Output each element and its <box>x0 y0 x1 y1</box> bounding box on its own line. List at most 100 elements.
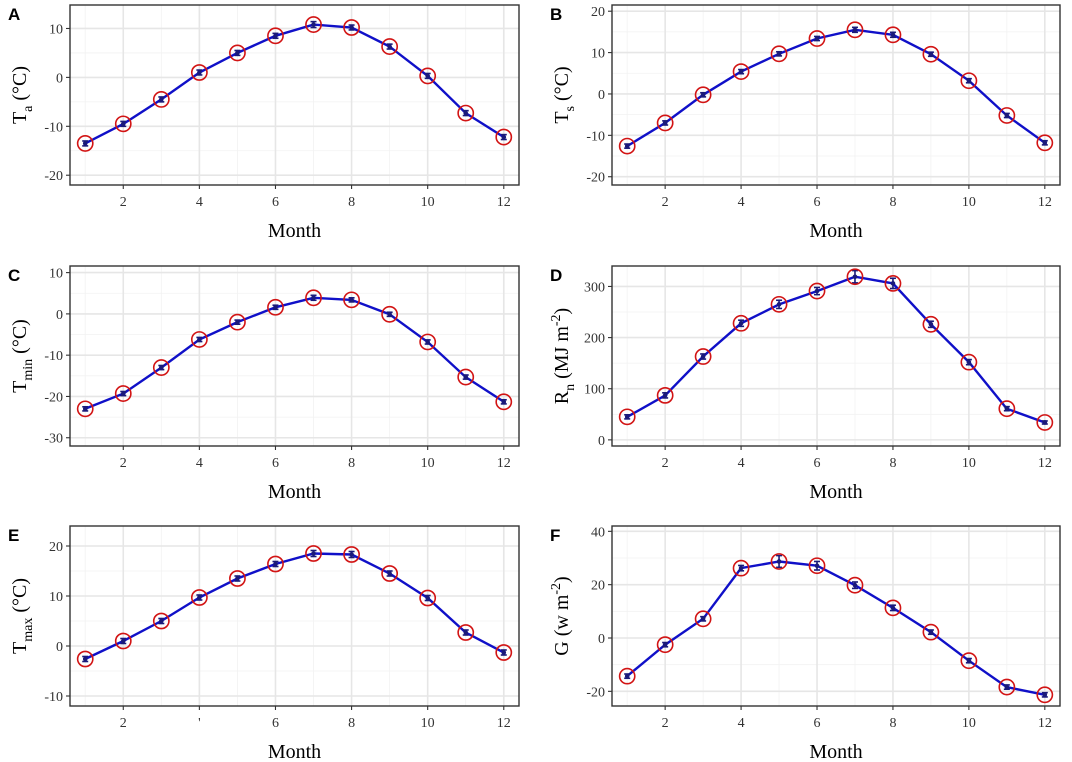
panel-letter: C <box>8 266 20 285</box>
y-axis-title-sup: -2 <box>549 314 564 326</box>
y-tick-label: -10 <box>44 120 63 135</box>
data-point <box>311 22 316 27</box>
y-tick-label: 0 <box>56 71 63 86</box>
data-point-marker <box>305 16 322 33</box>
data-point-marker <box>922 315 940 333</box>
data-point-marker <box>114 385 132 402</box>
data-point-marker <box>618 137 636 155</box>
data-point <box>501 399 507 405</box>
y-tick-label: 20 <box>49 540 63 555</box>
y-axis-title-main: R <box>551 390 573 404</box>
x-tick-label: 4 <box>738 456 745 471</box>
data-point-marker <box>343 19 360 36</box>
data-point <box>662 120 668 126</box>
x-tick-label: 8 <box>889 456 896 471</box>
x-tick-label: 4 <box>196 456 203 471</box>
y-axis-title: Ts (°C) <box>551 66 578 123</box>
chart-panel-a: 2 4 6 8 10 12 -20 -10 0 10 Month Ta (°C) A <box>8 4 520 242</box>
chart-panel-f: 2 4 6 8 10 12 -20 0 20 40 Month G (w m-2) F <box>549 525 1061 762</box>
data-point-marker <box>770 553 788 570</box>
data-point-marker <box>808 282 826 300</box>
data-point <box>349 297 354 303</box>
data-point <box>349 25 354 30</box>
y-axis-title-tail: (°C) <box>9 578 31 618</box>
data-point <box>235 50 240 56</box>
data-point <box>966 359 972 365</box>
x-tick-label: 8 <box>348 456 355 471</box>
y-tick-label: 0 <box>598 632 605 647</box>
y-tick-label: 300 <box>584 280 605 295</box>
data-point-marker <box>495 393 513 411</box>
x-axis-title: Month <box>809 741 862 762</box>
y-axis-title: Tmax (°C) <box>9 578 36 654</box>
data-point <box>776 302 782 307</box>
y-axis-title: Ta (°C) <box>9 66 36 124</box>
data-point-marker <box>618 408 636 426</box>
data-point <box>311 551 316 556</box>
x-axis-title: Month <box>268 741 321 762</box>
x-tick-label: 4 <box>196 195 203 210</box>
data-point <box>814 563 820 569</box>
data-point-marker <box>267 555 284 573</box>
x-tick-label: 10 <box>421 456 435 471</box>
data-point <box>814 288 820 294</box>
x-tick-label: 2 <box>120 456 127 471</box>
y-tick-label: 40 <box>591 525 605 540</box>
data-point <box>890 605 896 611</box>
y-tick-label: -10 <box>44 349 63 364</box>
panel-letter: F <box>550 526 560 545</box>
x-tick-label: 12 <box>497 456 511 471</box>
x-tick-label: 8 <box>348 195 355 210</box>
data-point <box>700 616 706 622</box>
data-point <box>463 630 469 635</box>
x-tick-label: 10 <box>962 195 976 210</box>
panel-letter: A <box>8 5 20 24</box>
data-point <box>120 391 126 396</box>
data-point <box>1004 684 1010 690</box>
data-point-marker <box>343 291 360 309</box>
data-point-marker <box>457 624 475 641</box>
data-point-marker <box>770 295 788 313</box>
data-point <box>1004 406 1010 411</box>
data-point-marker <box>846 576 864 594</box>
data-point <box>387 44 392 49</box>
data-point-marker <box>381 38 399 55</box>
x-axis-title: Month <box>809 220 862 242</box>
data-point-marker <box>76 135 94 152</box>
chart-panel-d: 2 4 6 8 10 12 0 100 200 300 Month Rn (MJ m-2) D <box>549 265 1061 503</box>
data-point <box>1042 140 1048 146</box>
y-tick-label: -20 <box>44 169 63 184</box>
x-tick-label: 10 <box>962 456 976 471</box>
x-axis-title: Month <box>809 481 862 503</box>
data-point-marker <box>419 333 437 351</box>
plot-frame <box>611 525 1061 707</box>
data-point <box>814 36 820 41</box>
data-point-marker <box>305 545 322 562</box>
x-tick-label: 2 <box>662 195 669 210</box>
data-point <box>349 552 354 557</box>
y-axis-title-tail: (°C) <box>9 319 31 359</box>
y-tick-label: 0 <box>56 640 63 655</box>
y-axis-title-main: T <box>551 111 573 123</box>
data-point <box>700 92 706 98</box>
data-point-marker <box>457 104 475 122</box>
data-point <box>82 141 88 146</box>
y-axis-title-sub: max <box>21 618 36 642</box>
series-line <box>626 275 1046 424</box>
y-tick-label: -10 <box>586 129 605 144</box>
data-point-marker <box>495 128 513 146</box>
data-point-marker <box>998 678 1016 696</box>
data-point <box>966 78 972 84</box>
y-axis-title-tail: (°C) <box>9 66 31 106</box>
data-point-marker <box>1036 686 1054 704</box>
data-point-marker <box>1036 134 1054 152</box>
x-tick-label: 10 <box>962 716 976 731</box>
data-point-marker <box>495 644 513 661</box>
data-point <box>235 576 240 581</box>
y-axis-title-main: T <box>9 381 31 393</box>
data-point <box>311 295 316 301</box>
y-axis-title-main: T <box>9 642 31 654</box>
panel-letter: E <box>8 526 19 545</box>
y-axis-title-after-sup: ) <box>551 576 573 583</box>
data-point <box>624 143 630 149</box>
